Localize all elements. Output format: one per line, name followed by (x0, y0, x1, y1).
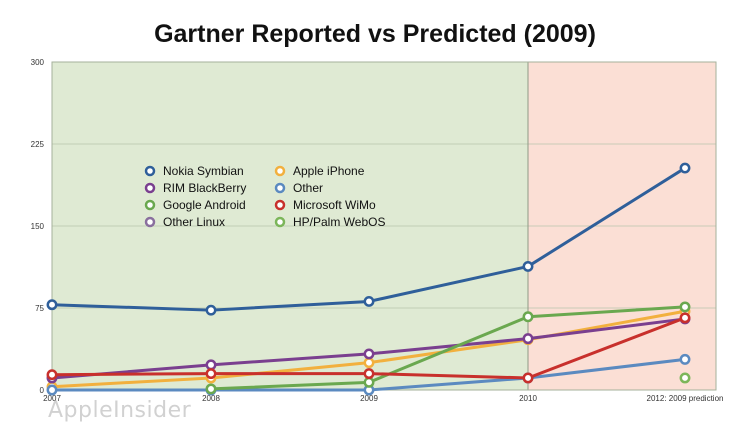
y-tick-label: 150 (31, 222, 45, 231)
series-hp-palm-webos (679, 372, 691, 384)
legend-label: Google Android (163, 198, 246, 212)
series-line (209, 305, 687, 391)
data-point (205, 359, 217, 371)
data-point (522, 333, 534, 345)
data-point (679, 301, 691, 313)
watermark: AppleInsider (48, 398, 192, 423)
data-point (205, 304, 217, 316)
data-point (522, 261, 534, 272)
series-nokia-symbian (46, 162, 691, 316)
data-point (363, 295, 375, 307)
data-point (522, 311, 534, 323)
legend-label: HP/Palm WebOS (293, 215, 385, 229)
legend-marker (274, 216, 286, 228)
legend-label: Apple iPhone (293, 164, 365, 178)
legend-label: Other (293, 181, 323, 195)
data-point (46, 369, 58, 381)
data-point (46, 299, 58, 311)
data-point (205, 368, 217, 380)
chart-title: Gartner Reported vs Predicted (2009) (154, 20, 596, 48)
x-tick-label: 2007 (43, 394, 61, 403)
legend-label: Other Linux (163, 215, 225, 229)
legend-label: RIM BlackBerry (163, 181, 246, 195)
data-point (46, 384, 58, 396)
data-point (363, 348, 375, 360)
data-point (679, 312, 691, 324)
y-tick-label: 75 (35, 304, 44, 313)
legend-marker (274, 199, 286, 211)
legend-label: Nokia Symbian (163, 164, 244, 178)
data-point (679, 162, 691, 174)
data-point (363, 368, 375, 380)
data-point (363, 376, 375, 388)
x-tick-label: 2012: 2009 prediction (647, 394, 724, 403)
series-microsoft-wimo (46, 312, 691, 384)
legend-marker (274, 165, 286, 177)
data-point (679, 353, 691, 365)
y-tick-label: 300 (31, 58, 45, 67)
data-point (522, 372, 534, 384)
x-tick-label: 2008 (202, 394, 220, 403)
legend-marker (144, 199, 156, 211)
series-google-android (205, 301, 691, 395)
legend-marker (144, 216, 156, 228)
y-tick-label: 0 (40, 386, 45, 395)
data-point (363, 357, 375, 369)
legend-marker (274, 182, 286, 194)
legend-marker (144, 165, 156, 177)
data-point (679, 372, 691, 384)
x-tick-label: 2009 (360, 394, 378, 403)
x-tick-label: 2010 (519, 394, 537, 403)
y-tick-label: 225 (31, 140, 45, 149)
data-point (205, 383, 217, 395)
legend-marker (144, 182, 156, 194)
legend-label: Microsoft WiMo (293, 198, 376, 212)
